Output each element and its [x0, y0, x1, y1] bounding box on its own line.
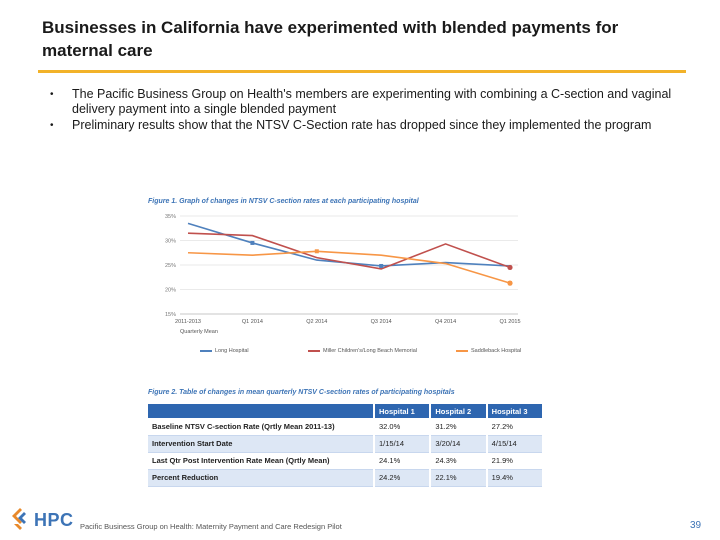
- bullet-glyph: •: [50, 120, 54, 131]
- y-tick-label: 20%: [165, 288, 176, 294]
- series-line: [187, 250, 511, 284]
- figure-1-caption: Figure 1. Graph of changes in NTSV C-sec…: [148, 198, 419, 205]
- bullet-text: The Pacific Business Group on Health's m…: [72, 87, 672, 116]
- legend-item: Long Hospital: [200, 348, 249, 354]
- title-divider: [38, 70, 686, 73]
- figure-2-caption: Figure 2. Table of changes in mean quart…: [148, 389, 455, 396]
- x-tick-label: Q1 2014: [242, 319, 263, 325]
- table-row: Intervention Start Date 1/15/14 3/20/14 …: [148, 435, 544, 453]
- table-header-cell: Hospital 2: [430, 404, 488, 418]
- data-point: [314, 249, 319, 254]
- data-point: [507, 264, 513, 271]
- x-tick-label: Q1 2015: [499, 319, 520, 325]
- table-cell: 27.2%: [486, 418, 544, 436]
- table-cell: 19.4%: [486, 469, 544, 487]
- table-cell: 22.1%: [430, 469, 488, 487]
- data-point: [507, 280, 513, 286]
- x-tick-label: 2011-2013: [175, 319, 201, 325]
- slide-title: Businesses in California have experiment…: [42, 18, 619, 60]
- series-line: [187, 232, 511, 270]
- data-point: [379, 263, 384, 268]
- figure-2-table-wrap: Hospital 1 Hospital 2 Hospital 3 Baselin…: [148, 404, 544, 492]
- legend-label: Miller Children's/Long Beach Memorial: [323, 348, 417, 354]
- logo-chevron-blue: [18, 512, 26, 524]
- y-tick-label: 30%: [165, 239, 176, 245]
- y-tick-label: 35%: [165, 214, 176, 220]
- data-point: [250, 240, 255, 245]
- y-tick-label: 15%: [165, 312, 176, 318]
- x-axis-label: Quarterly Mean: [180, 329, 218, 335]
- bullet-list: • The Pacific Business Group on Health's…: [50, 87, 680, 134]
- hpc-logo-text: HPC: [34, 510, 74, 530]
- series-line: [187, 222, 511, 267]
- table-cell: 1/15/14: [374, 435, 432, 453]
- table-cell: 3/20/14: [430, 435, 488, 453]
- legend-label: Long Hospital: [215, 348, 249, 354]
- table-cell: 31.2%: [430, 418, 488, 436]
- legend-label: Saddleback Hospital: [471, 348, 522, 354]
- line-chart: 35% 30% 25% 20% 15%2011-2013 Q1 2014 Q2 2014 Q3…: [165, 214, 521, 335]
- legend-swatch: [456, 349, 468, 352]
- legend-item: Saddleback Hospital: [456, 348, 521, 354]
- bullet-item: • Preliminary results show that the NTSV…: [50, 118, 680, 133]
- logo-chevron-orange: [12, 508, 22, 524]
- bullet-item: • The Pacific Business Group on Health's…: [50, 87, 680, 117]
- table-cell: Last Qtr Post Intervention Rate Mean (Qr…: [148, 452, 375, 470]
- table-header-cell: Hospital 1: [374, 404, 432, 418]
- table-cell: Percent Reduction: [148, 469, 375, 487]
- table-header-cell: Hospital 3: [486, 404, 544, 418]
- table-cell: 24.1%: [374, 452, 432, 470]
- table-row: Last Qtr Post Intervention Rate Mean (Qr…: [148, 452, 544, 470]
- table-header-cell: [148, 404, 375, 418]
- chart-legend: Long Hospital Miller Children's/Long Bea…: [200, 348, 540, 358]
- table-cell: 24.3%: [430, 452, 488, 470]
- table-cell: Intervention Start Date: [148, 435, 375, 453]
- footer-source: Pacific Business Group on Health: Matern…: [80, 522, 342, 531]
- figure-2-table: Hospital 1 Hospital 2 Hospital 3 Baselin…: [148, 404, 544, 487]
- figure-1: Figure 1. Graph of changes in NTSV C-sec…: [148, 198, 546, 358]
- x-tick-label: Q3 2014: [371, 319, 392, 325]
- page-number: 39: [690, 520, 702, 531]
- table-row: Percent Reduction 24.2% 22.1% 19.4%: [148, 469, 544, 487]
- legend-swatch: [308, 349, 320, 352]
- bullet-text: Preliminary results show that the NTSV C…: [72, 118, 652, 132]
- table-cell: 32.0%: [374, 418, 432, 436]
- table-cell: 4/15/14: [486, 435, 544, 453]
- bullet-glyph: •: [50, 89, 54, 100]
- x-tick-label: Q4 2014: [435, 319, 456, 325]
- table-row: Baseline NTSV C-section Rate (Qrtly Mean…: [148, 418, 544, 436]
- logo-chevron-orange-lower: [14, 524, 22, 530]
- legend-item: Miller Children's/Long Beach Memorial: [308, 348, 417, 354]
- table-cell: 21.9%: [486, 452, 544, 470]
- hpc-logo-mark: [12, 508, 26, 530]
- legend-swatch: [200, 349, 212, 352]
- x-tick-label: Q2 2014: [306, 319, 327, 325]
- table-header-row: Hospital 1 Hospital 2 Hospital 3: [148, 404, 544, 418]
- table-cell: Baseline NTSV C-section Rate (Qrtly Mean…: [148, 418, 375, 436]
- table-cell: 24.2%: [374, 469, 432, 487]
- y-tick-label: 25%: [165, 263, 176, 269]
